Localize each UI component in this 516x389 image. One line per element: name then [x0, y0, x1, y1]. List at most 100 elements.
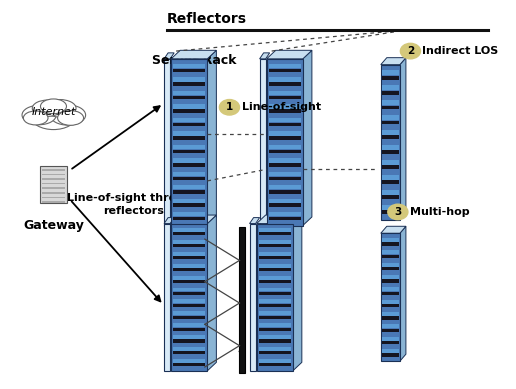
Bar: [381, 65, 400, 220]
Polygon shape: [267, 50, 312, 59]
Circle shape: [388, 204, 408, 220]
Bar: [269, 163, 301, 166]
Bar: [173, 351, 205, 354]
Bar: [173, 232, 205, 235]
Bar: [173, 340, 205, 343]
Bar: [173, 363, 205, 366]
Bar: [259, 280, 291, 283]
Bar: [42, 169, 66, 170]
Bar: [173, 172, 205, 176]
Polygon shape: [400, 58, 406, 220]
Bar: [173, 91, 205, 95]
Bar: [269, 203, 301, 207]
Bar: [382, 190, 398, 194]
Bar: [42, 173, 66, 175]
Bar: [42, 196, 66, 198]
Bar: [382, 145, 398, 150]
Bar: [173, 328, 205, 331]
Bar: [259, 232, 291, 235]
Bar: [259, 347, 291, 351]
Bar: [173, 64, 205, 68]
Text: 2: 2: [407, 46, 414, 56]
Bar: [269, 118, 301, 122]
Bar: [382, 349, 398, 353]
Text: Line-of-sight through
reflectors: Line-of-sight through reflectors: [68, 193, 200, 216]
Bar: [259, 300, 291, 303]
Bar: [382, 105, 398, 109]
Bar: [269, 77, 301, 82]
Bar: [259, 363, 291, 366]
Text: 1: 1: [226, 102, 233, 112]
Bar: [382, 329, 398, 332]
Bar: [173, 104, 205, 109]
Text: Reflectors: Reflectors: [167, 12, 247, 26]
Bar: [259, 340, 291, 343]
Bar: [259, 256, 291, 259]
Polygon shape: [164, 224, 170, 371]
Bar: [382, 304, 398, 307]
Polygon shape: [164, 217, 174, 224]
Bar: [259, 311, 291, 315]
Bar: [269, 190, 301, 193]
Text: Internet: Internet: [31, 107, 76, 117]
Bar: [382, 324, 398, 328]
Bar: [382, 300, 398, 303]
Polygon shape: [207, 215, 216, 371]
Bar: [259, 240, 291, 244]
Bar: [173, 264, 205, 268]
Bar: [173, 177, 205, 180]
Bar: [382, 292, 398, 295]
Bar: [269, 123, 301, 126]
Bar: [173, 163, 205, 166]
Bar: [269, 64, 301, 68]
Bar: [269, 158, 301, 163]
Bar: [382, 130, 398, 135]
Bar: [382, 205, 398, 210]
Bar: [259, 351, 291, 354]
Bar: [382, 160, 398, 165]
Bar: [173, 123, 205, 126]
Bar: [173, 276, 205, 280]
Bar: [173, 292, 205, 295]
Bar: [173, 198, 205, 203]
Bar: [173, 252, 205, 256]
Bar: [382, 279, 398, 282]
Polygon shape: [381, 58, 406, 65]
Bar: [382, 70, 398, 75]
Bar: [173, 150, 205, 153]
Polygon shape: [260, 53, 270, 59]
Bar: [259, 264, 291, 268]
Bar: [267, 59, 303, 226]
Bar: [382, 135, 398, 139]
Bar: [382, 316, 398, 319]
Polygon shape: [400, 226, 406, 361]
Bar: [382, 242, 398, 245]
Bar: [173, 256, 205, 259]
Bar: [173, 69, 205, 72]
Text: Gateway: Gateway: [23, 219, 84, 232]
Bar: [173, 315, 205, 319]
Ellipse shape: [50, 105, 86, 125]
Bar: [173, 280, 205, 283]
Bar: [42, 192, 66, 194]
Bar: [259, 292, 291, 295]
Bar: [382, 76, 398, 80]
Bar: [171, 224, 207, 371]
Polygon shape: [164, 59, 170, 226]
Bar: [42, 201, 66, 203]
Bar: [381, 233, 400, 361]
Bar: [173, 304, 205, 307]
Polygon shape: [171, 50, 216, 59]
Bar: [173, 131, 205, 136]
Bar: [269, 198, 301, 203]
Ellipse shape: [40, 99, 67, 114]
Bar: [269, 69, 301, 72]
Bar: [382, 263, 398, 266]
Text: 3: 3: [394, 207, 401, 217]
Bar: [173, 335, 205, 339]
Bar: [382, 341, 398, 344]
Bar: [173, 212, 205, 216]
Bar: [173, 240, 205, 244]
Bar: [382, 165, 398, 169]
Bar: [173, 203, 205, 207]
